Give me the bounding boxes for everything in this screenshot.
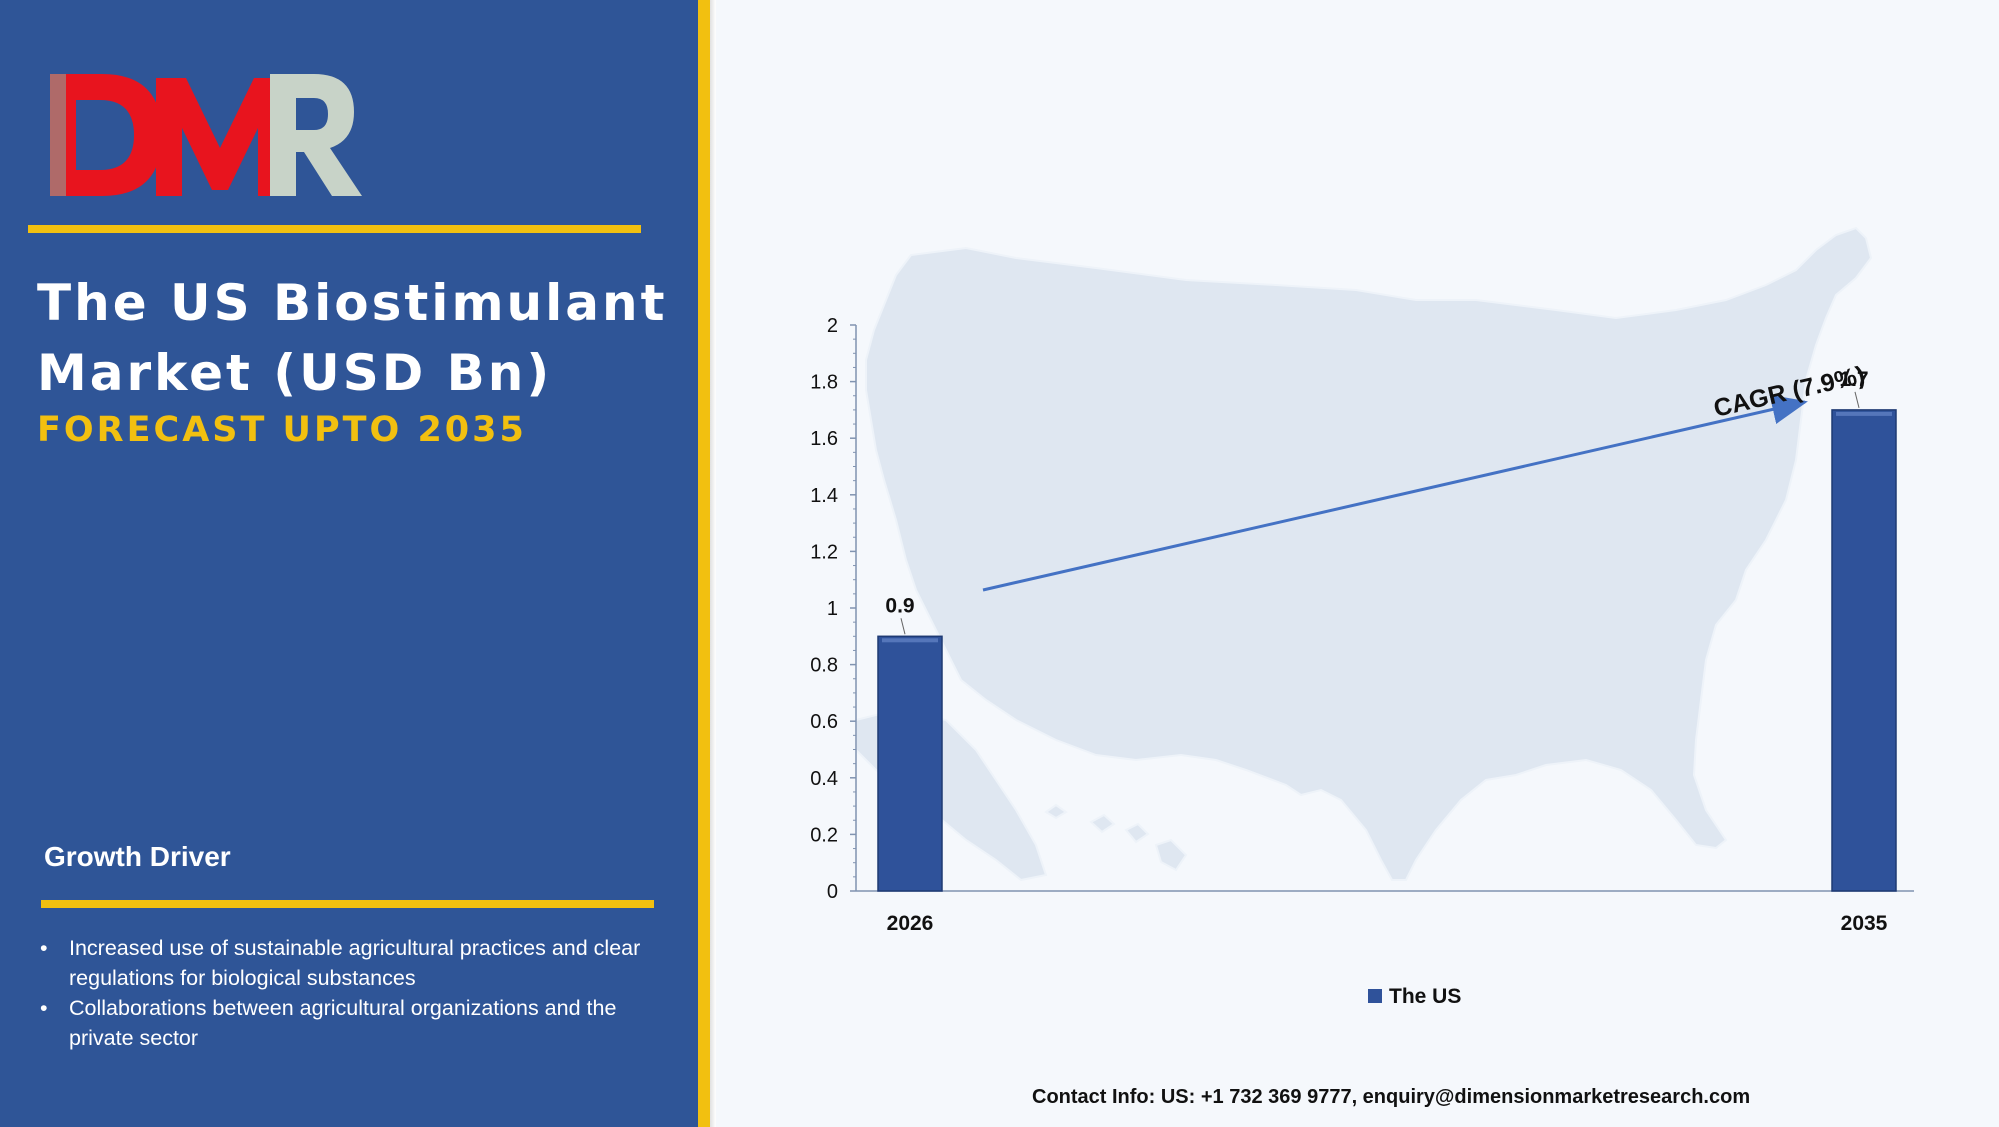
dmr-logo: [50, 74, 362, 196]
growth-driver-heading: Growth Driver: [44, 841, 231, 872]
cagr-arrow: [982, 394, 1808, 592]
y-tick-label: 1.4: [810, 485, 838, 507]
bullet-icon: •: [40, 996, 48, 1020]
accent-shadow: [710, 0, 716, 1127]
y-tick-label: 0.8: [810, 655, 838, 677]
us-map-icon: [855, 226, 1873, 882]
bar-highlight: [1836, 411, 1892, 416]
y-tick-label: 0: [827, 881, 838, 903]
bullet-icon: •: [40, 936, 48, 960]
bar-chart: 0 0.2 0.4 0.6 0.8 1 1.2 1.4 1.6 1.8 2 2026 2035 0.9…: [810, 226, 1914, 1008]
chart-panel: 0 0.2 0.4 0.6 0.8 1 1.2 1.4 1.6 1.8 2 2026 2035 0.9…: [716, 0, 1999, 1127]
y-tick-label: 1: [827, 598, 838, 620]
bar-2026: [877, 635, 943, 892]
title-divider: [28, 225, 641, 233]
y-tick-label: 1.6: [810, 428, 838, 450]
y-tick-label: 2: [827, 315, 838, 337]
y-tick-label: 1.8: [810, 372, 838, 394]
growth-driver-divider: [41, 900, 654, 908]
y-tick-label: 0.2: [810, 824, 838, 846]
data-label-leader: [900, 618, 906, 635]
page-title: The US Biostimulant Market (USD Bn): [37, 274, 668, 402]
legend-swatch: [1368, 989, 1382, 1003]
legend-label: The US: [1389, 985, 1461, 1008]
y-tick-label: 0.4: [810, 768, 838, 790]
growth-driver-list: • Increased use of sustainable agricultur…: [40, 933, 660, 1053]
growth-driver-item: • Collaborations between agricultural org…: [40, 993, 660, 1053]
contact-info: Contact Info: US: +1 732 369 9777, enqui…: [1032, 1086, 1751, 1108]
bar-highlight: [882, 638, 938, 643]
left-panel: The US Biostimulant Market (USD Bn) FORE…: [0, 0, 698, 1127]
growth-driver-item: • Increased use of sustainable agricultur…: [40, 933, 660, 993]
data-label: 0.9: [885, 594, 914, 617]
y-tick-label: 0.6: [810, 711, 838, 733]
x-tick-label: 2035: [1841, 912, 1888, 935]
x-tick-label: 2026: [887, 912, 934, 935]
accent-stripe: [698, 0, 710, 1127]
bar-2035: [1831, 409, 1897, 892]
data-label: 1.7: [1839, 368, 1868, 391]
page-subtitle: FORECAST UPTO 2035: [37, 410, 527, 450]
y-tick-label: 1.2: [810, 541, 838, 563]
data-label-leader: [1854, 391, 1860, 409]
